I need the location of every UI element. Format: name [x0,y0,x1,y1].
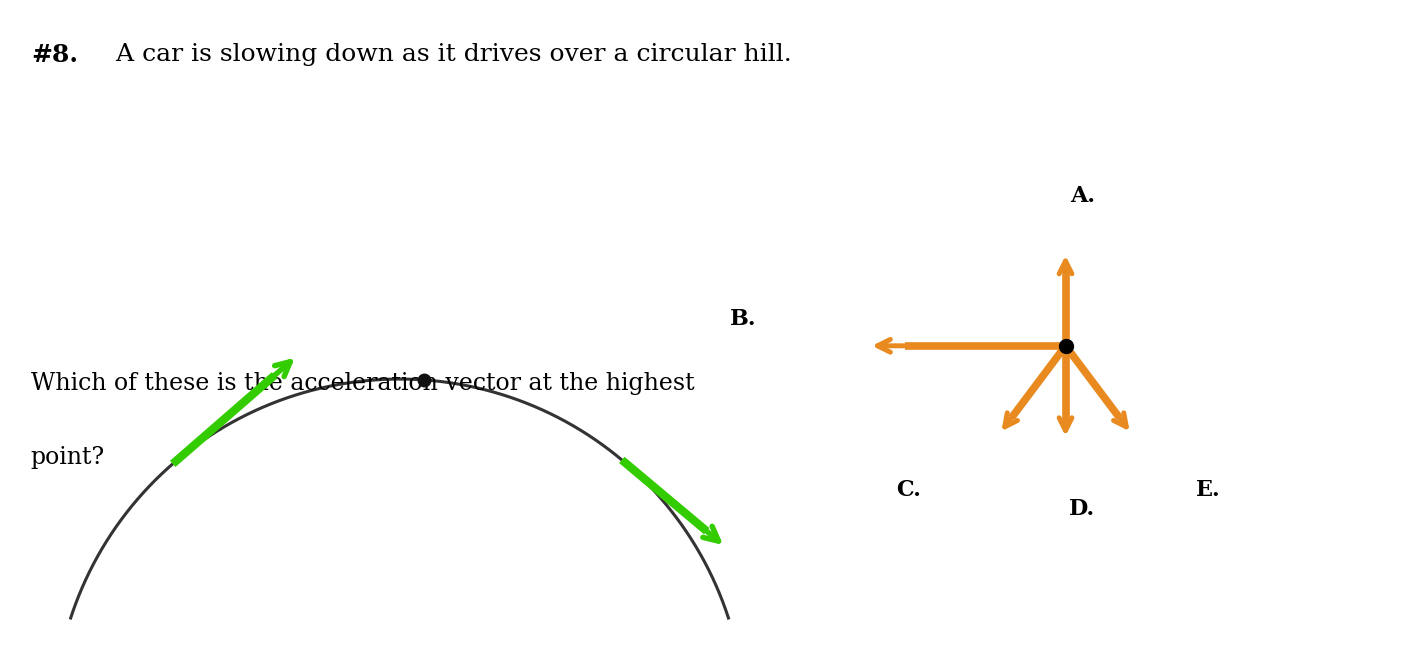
Text: E.: E. [1196,479,1221,501]
Text: A.: A. [1070,185,1095,207]
Text: Which of these is the acceleration vector at the highest: Which of these is the acceleration vecto… [31,372,694,396]
Text: B.: B. [730,308,756,331]
Text: D.: D. [1070,497,1095,520]
Text: #8.: #8. [31,43,79,67]
Text: C.: C. [896,479,921,501]
Text: point?: point? [31,446,105,469]
Text: A car is slowing down as it drives over a circular hill.: A car is slowing down as it drives over … [108,43,792,66]
